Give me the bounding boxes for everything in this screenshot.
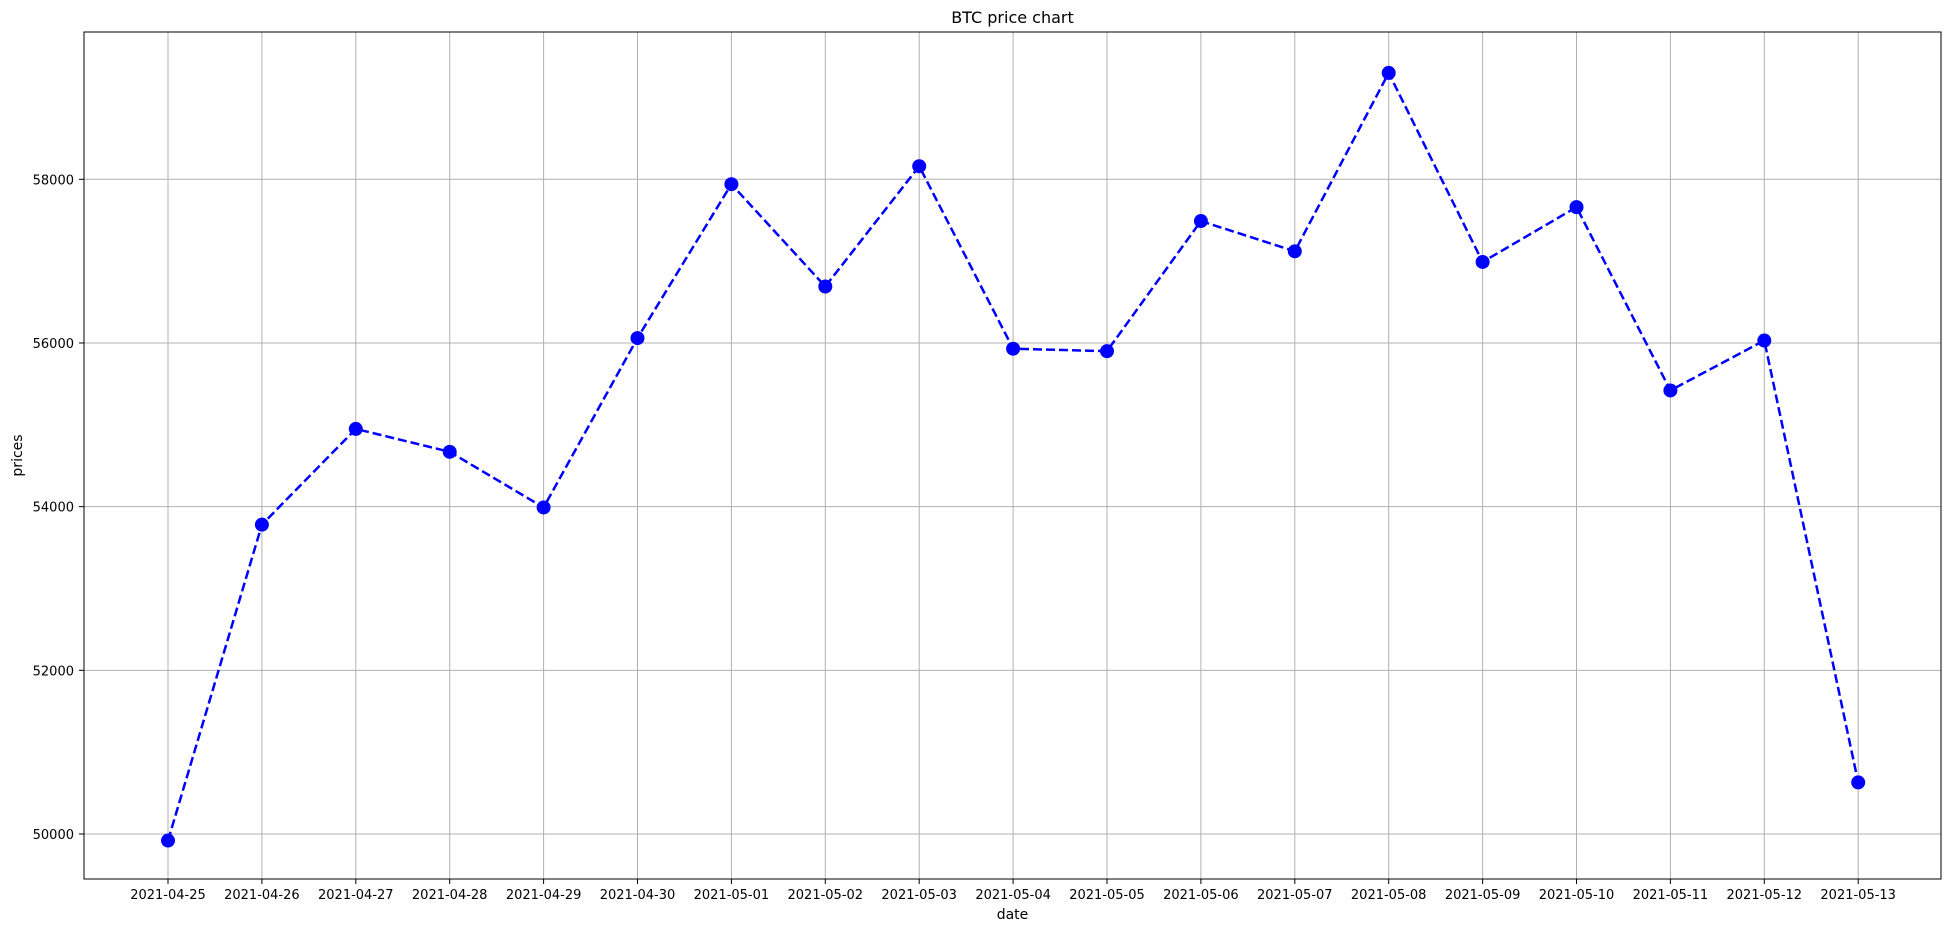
data-point-marker [1100, 344, 1114, 359]
data-point-marker [1663, 383, 1678, 398]
data-point-marker [1193, 214, 1208, 229]
x-tick-label: 2021-05-04 [975, 888, 1051, 903]
series-layer [161, 65, 1866, 848]
x-tick-label: 2021-05-13 [1820, 888, 1896, 903]
y-axis-ticks: 50000 52000 54000 56000 58000 [33, 173, 84, 843]
x-tick-label: 2021-04-28 [412, 888, 488, 903]
x-tick-label: 2021-04-25 [130, 888, 206, 903]
grid-lines [84, 32, 1941, 879]
data-point-marker [724, 177, 739, 192]
data-point-marker [1006, 341, 1021, 356]
y-tick-label: 58000 [33, 173, 74, 188]
x-axis-ticks: 2021-04-25 2021-04-26 2021-04-27 2021-04-28… [130, 879, 1896, 903]
x-tick-label: 2021-04-29 [506, 888, 582, 903]
x-tick-label: 2021-04-26 [224, 888, 300, 903]
data-point-marker [254, 517, 269, 532]
x-tick-label: 2021-05-10 [1539, 888, 1615, 903]
x-tick-label: 2021-05-11 [1633, 888, 1709, 903]
x-tick-label: 2021-04-30 [600, 888, 676, 903]
y-tick-label: 54000 [33, 501, 74, 516]
data-point-marker [1287, 244, 1302, 259]
data-point-marker [630, 331, 645, 346]
chart-title: BTC price chart [951, 8, 1074, 27]
y-tick-label: 56000 [33, 337, 74, 352]
data-point-marker [1851, 775, 1866, 790]
x-tick-label: 2021-05-03 [881, 888, 957, 903]
x-tick-label: 2021-04-27 [318, 888, 394, 903]
x-tick-label: 2021-05-07 [1257, 888, 1333, 903]
data-point-marker [1569, 200, 1584, 215]
data-point-marker [912, 159, 927, 174]
data-point-marker [818, 279, 833, 294]
x-tick-label: 2021-05-02 [788, 888, 864, 903]
data-point-marker [536, 500, 551, 515]
data-point-marker [348, 421, 363, 436]
plot-area-frame [83, 31, 1942, 880]
x-tick-label: 2021-05-05 [1069, 888, 1145, 903]
y-tick-label: 52000 [33, 664, 74, 679]
x-axis-label: date [997, 907, 1029, 923]
x-tick-label: 2021-05-01 [694, 888, 770, 903]
data-point-marker [161, 833, 175, 848]
data-point-marker [442, 444, 457, 459]
data-point-marker [1475, 254, 1490, 269]
y-tick-label: 50000 [33, 828, 74, 843]
x-tick-label: 2021-05-09 [1445, 888, 1521, 903]
x-tick-label: 2021-05-06 [1163, 888, 1239, 903]
x-tick-label: 2021-05-12 [1727, 888, 1803, 903]
y-axis-label: prices [10, 434, 26, 476]
data-point-marker [1757, 333, 1772, 348]
data-point-marker [1381, 65, 1396, 80]
x-tick-label: 2021-05-08 [1351, 888, 1427, 903]
